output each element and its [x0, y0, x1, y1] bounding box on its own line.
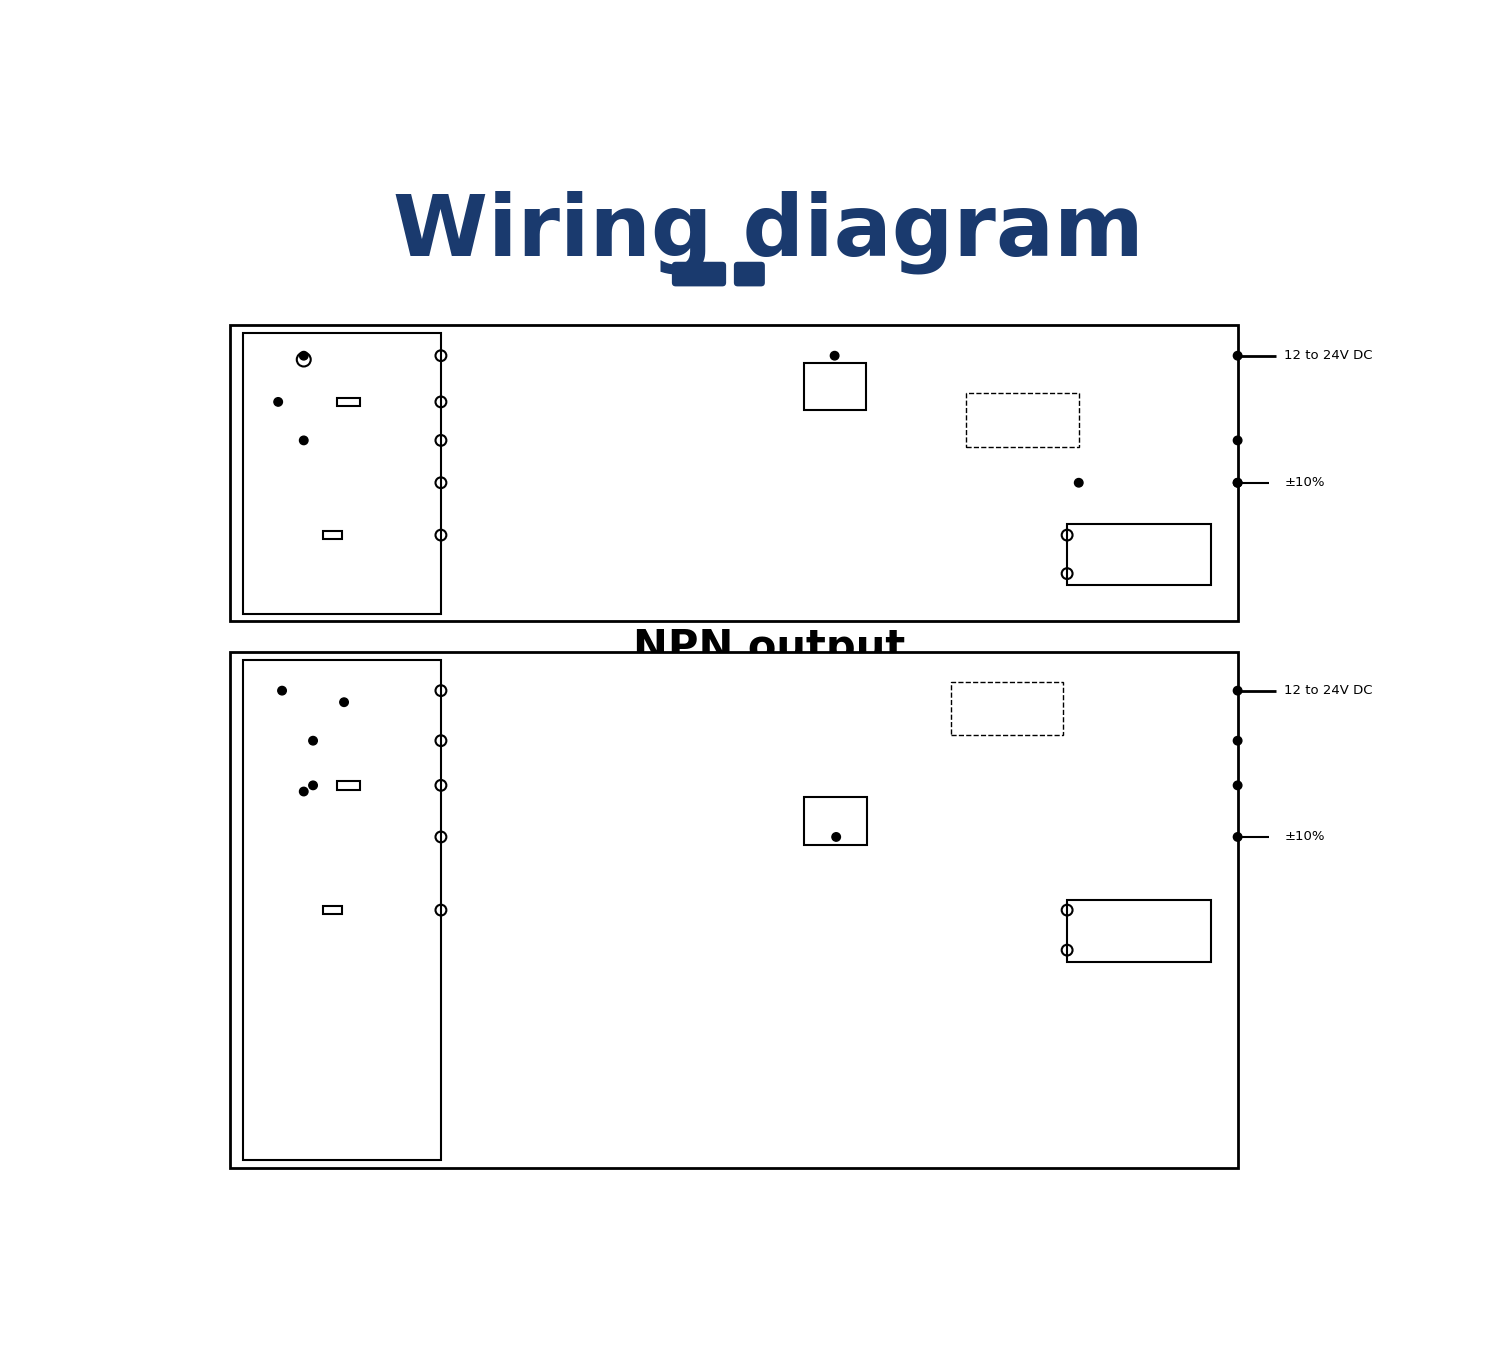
Circle shape — [1233, 351, 1242, 360]
Bar — [322, 906, 342, 914]
Bar — [338, 397, 360, 407]
Text: (Shield) Analog ground AGND: (Shield) Analog ground AGND — [447, 933, 652, 947]
Circle shape — [1233, 479, 1242, 487]
FancyBboxPatch shape — [734, 261, 765, 287]
Text: (Brown) +V: (Brown) +V — [447, 672, 528, 685]
Bar — [243, 333, 441, 613]
Text: AGND: AGND — [278, 932, 314, 945]
Text: +: + — [1215, 685, 1230, 703]
Text: ±10%: ±10% — [1284, 476, 1324, 490]
Text: (Gray) Analog output: (Gray) Analog output — [447, 892, 594, 906]
Text: Analog: Analog — [1119, 520, 1160, 532]
Bar — [338, 781, 360, 790]
Bar — [1066, 524, 1210, 585]
Text: (Gray) Analog output: (Gray) Analog output — [447, 517, 594, 532]
Text: Load: Load — [819, 816, 854, 830]
Text: −: − — [1215, 471, 1230, 488]
Text: (Shield) Analog ground AGND: (Shield) Analog ground AGND — [447, 556, 652, 571]
Text: External: External — [957, 681, 1010, 695]
Circle shape — [309, 781, 318, 790]
Text: input: input — [957, 707, 988, 721]
Bar — [1066, 900, 1210, 962]
Circle shape — [1233, 479, 1242, 487]
Circle shape — [1233, 737, 1242, 745]
Bar — [804, 363, 865, 409]
Circle shape — [833, 832, 840, 842]
Text: (Pink) External input: (Pink) External input — [447, 384, 590, 397]
Text: input device: input device — [1102, 918, 1176, 932]
Text: (Pink) External input: (Pink) External input — [447, 767, 590, 781]
Circle shape — [278, 687, 286, 695]
Text: input device: input device — [1102, 544, 1176, 556]
Circle shape — [340, 698, 348, 706]
Circle shape — [1074, 479, 1083, 487]
Circle shape — [1233, 781, 1242, 790]
Bar — [230, 653, 1238, 1168]
Circle shape — [300, 437, 307, 445]
Text: Analog: Analog — [1119, 894, 1160, 907]
Bar — [243, 660, 441, 1160]
Text: (Brown) +V: (Brown) +V — [447, 336, 528, 351]
Circle shape — [1233, 687, 1242, 695]
Circle shape — [300, 787, 307, 796]
Bar — [951, 683, 1064, 734]
Circle shape — [274, 397, 282, 407]
Bar — [966, 393, 1078, 446]
Text: NPN output: NPN output — [633, 627, 904, 669]
Text: Load: Load — [818, 379, 852, 393]
Text: −: − — [1215, 824, 1230, 842]
Text: Main circuit: Main circuit — [252, 874, 266, 947]
Bar — [230, 325, 1238, 622]
Text: External: External — [972, 392, 1024, 404]
Text: (Black) Control output: (Black) Control output — [447, 722, 602, 736]
FancyBboxPatch shape — [672, 261, 726, 287]
Text: ±10%: ±10% — [1284, 831, 1324, 843]
Text: 12 to 24V DC: 12 to 24V DC — [1284, 684, 1372, 698]
Text: input: input — [972, 418, 1005, 431]
Text: +: + — [1215, 351, 1230, 369]
Circle shape — [831, 351, 839, 360]
Circle shape — [309, 737, 318, 745]
Text: Main circuit: Main circuit — [252, 437, 266, 510]
Circle shape — [300, 351, 307, 360]
Text: (Blue) 0V: (Blue) 0V — [447, 819, 512, 832]
Circle shape — [1233, 832, 1242, 842]
Bar — [322, 532, 342, 539]
Text: Wiring diagram: Wiring diagram — [393, 190, 1144, 273]
Text: 12 to 24V DC: 12 to 24V DC — [1284, 350, 1372, 362]
Text: AGND: AGND — [278, 555, 314, 568]
Circle shape — [1233, 437, 1242, 445]
Text: (Blue) 0V: (Blue) 0V — [447, 464, 512, 479]
Bar — [804, 797, 867, 845]
Text: (Black) Control output: (Black) Control output — [447, 422, 602, 435]
